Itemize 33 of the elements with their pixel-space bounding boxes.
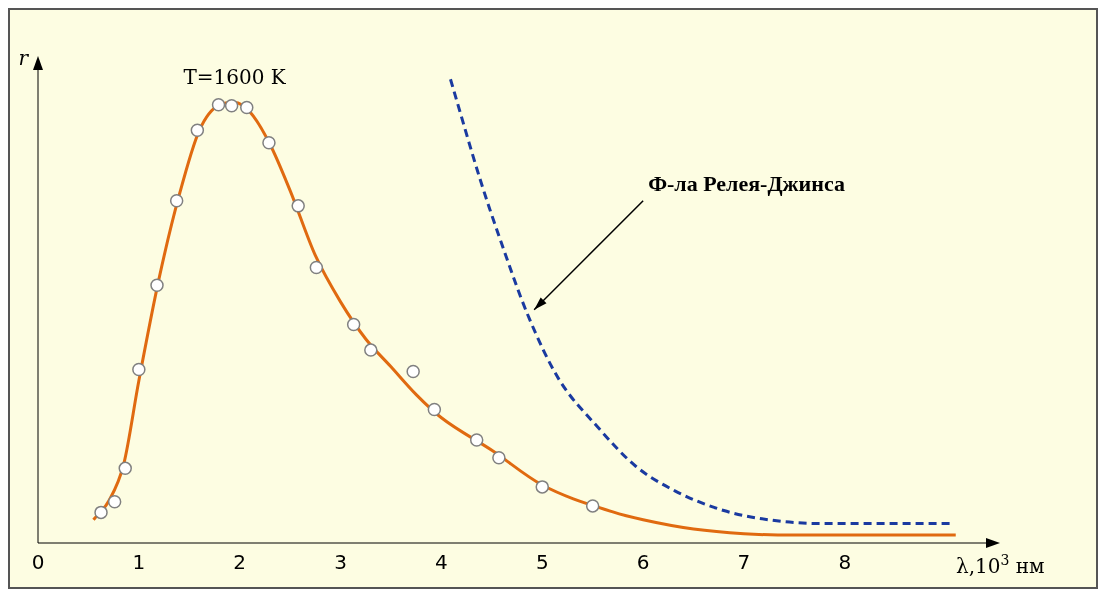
point <box>535 480 550 494</box>
point <box>309 260 324 275</box>
point <box>364 343 378 357</box>
point <box>492 450 506 465</box>
point <box>427 402 442 417</box>
annotation: T=1600 K <box>183 65 287 90</box>
point <box>190 123 205 138</box>
point <box>406 364 420 379</box>
point <box>240 100 254 115</box>
point <box>469 433 484 447</box>
point <box>150 278 164 292</box>
point <box>291 199 305 213</box>
point <box>224 98 239 113</box>
point <box>262 136 276 150</box>
y-axis-title: r <box>18 46 30 70</box>
annotation: Ф-ла Релея-Джинса <box>648 170 845 196</box>
point <box>346 317 361 332</box>
x-tick-label: 1 <box>132 550 146 575</box>
x-tick-label: 5 <box>535 550 549 575</box>
point <box>107 494 122 509</box>
x-tick-label: 3 <box>334 550 347 575</box>
x-tick-label: 7 <box>737 550 751 575</box>
x-tick-label: 6 <box>636 550 650 575</box>
point <box>118 461 132 476</box>
point <box>94 505 108 520</box>
point <box>585 499 600 513</box>
x-tick-label: 2 <box>233 550 247 575</box>
point <box>132 362 146 377</box>
x-tick-label: 0 <box>31 550 45 575</box>
x-tick-label: 4 <box>435 550 448 575</box>
x-tick-label: 8 <box>838 550 852 575</box>
point <box>211 98 226 112</box>
point <box>169 194 184 208</box>
